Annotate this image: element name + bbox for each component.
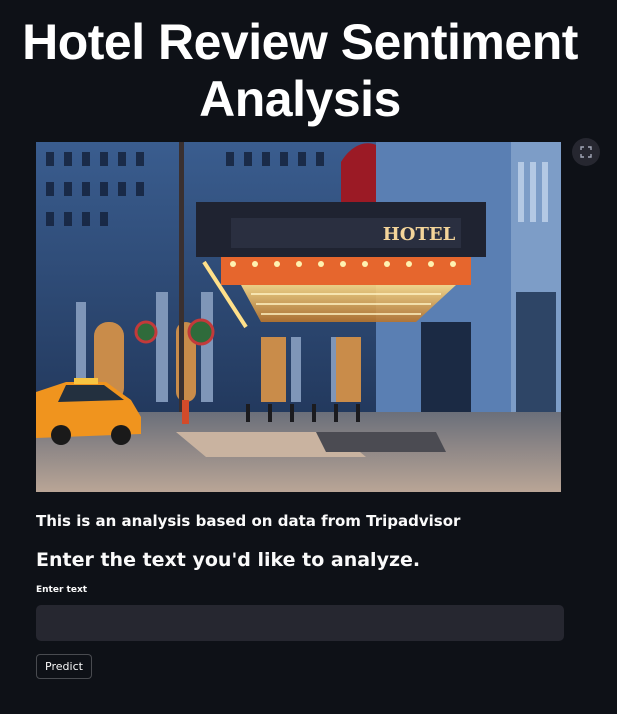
data-source-caption: This is an analysis based on data from T… bbox=[36, 512, 461, 530]
predict-button[interactable]: Predict bbox=[36, 654, 92, 679]
review-text-input[interactable] bbox=[36, 605, 564, 641]
fullscreen-expand-icon bbox=[580, 146, 592, 158]
page-title: Hotel Review Sentiment Analysis bbox=[22, 14, 578, 127]
text-input-label: Enter text bbox=[36, 585, 88, 595]
instructions-subheader: Enter the text you'd like to analyze. bbox=[36, 549, 421, 571]
hotel-sign-text: HOTEL bbox=[383, 224, 456, 245]
hotel-hero-image: HOTEL bbox=[36, 142, 561, 492]
fullscreen-button[interactable] bbox=[572, 138, 600, 166]
